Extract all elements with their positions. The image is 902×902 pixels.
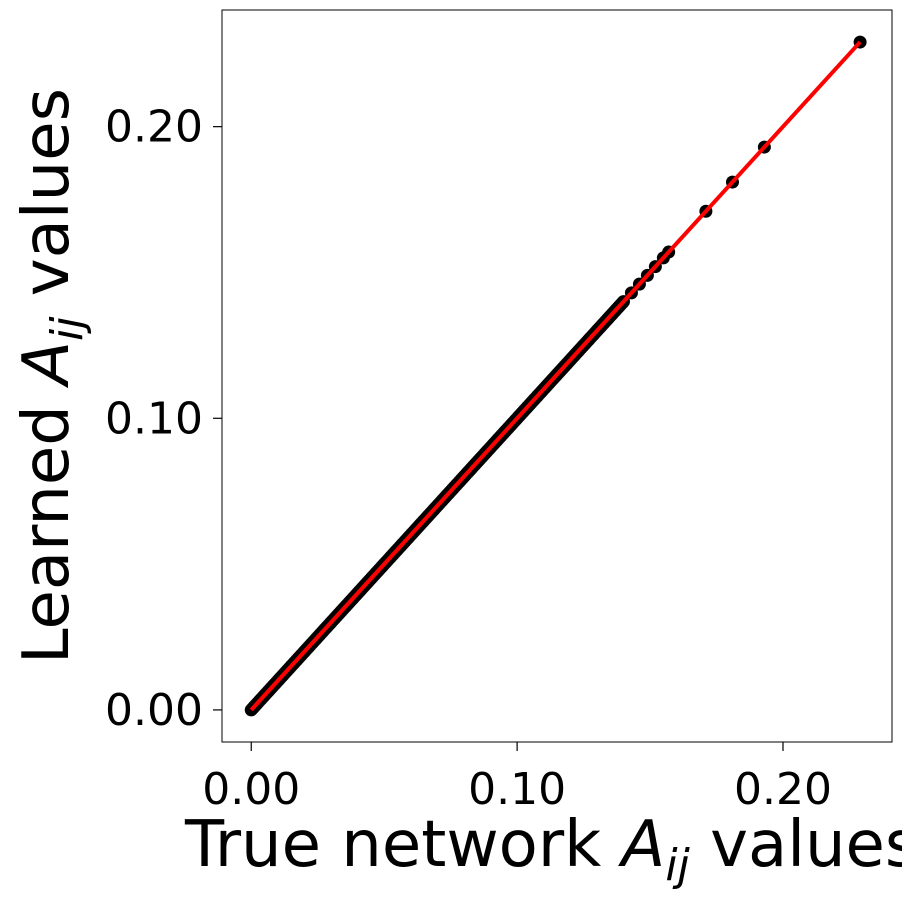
y-tick-label: 0.20 — [105, 102, 203, 153]
axis-label-text: Learned — [10, 385, 84, 664]
x-axis-label: True network Aij values — [184, 808, 902, 891]
axis-label-text: True network — [184, 808, 622, 882]
fit-line — [249, 40, 862, 712]
y-axis-label: Learned Aij values — [10, 88, 93, 664]
axis-label-symbol: A — [10, 341, 84, 389]
axis-label-subscript: ij — [42, 316, 93, 341]
axis-label-text: values — [690, 808, 902, 882]
y-tick-label: 0.10 — [105, 393, 203, 444]
axis-label-text: values — [10, 88, 84, 317]
axis-label-subscript: ij — [665, 840, 690, 891]
y-tick-label: 0.00 — [105, 685, 203, 736]
axis-label-symbol: A — [618, 808, 666, 882]
plot-marks — [244, 35, 867, 717]
plot-frame — [221, 9, 893, 743]
x-tick-label: 0.10 — [468, 764, 566, 815]
x-tick-label: 0.20 — [734, 764, 832, 815]
axis-ticks: 0.00 0.10 0.20 0.00 0.10 0.20 — [105, 102, 832, 815]
x-tick-label: 0.00 — [202, 764, 300, 815]
